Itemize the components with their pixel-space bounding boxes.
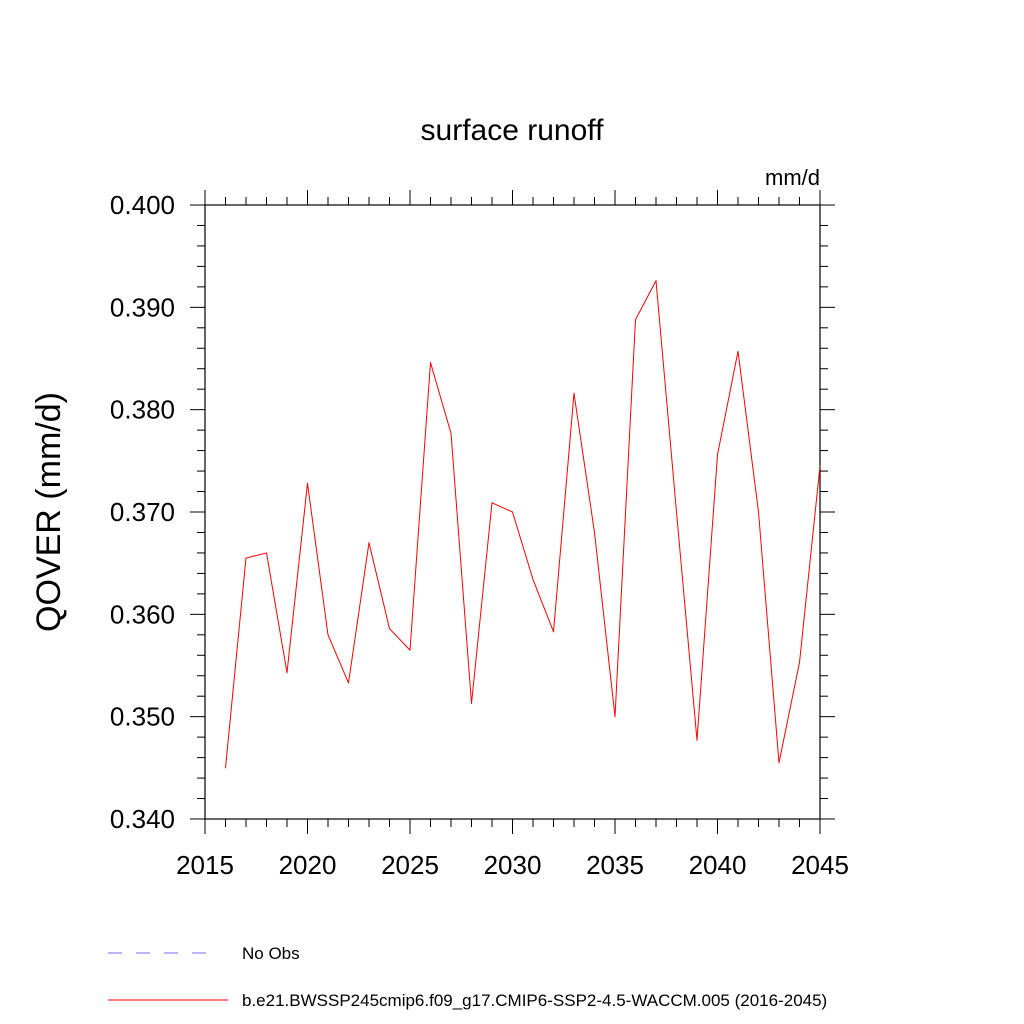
chart-title: surface runoff <box>421 114 605 147</box>
series-segment <box>614 319 636 718</box>
series-segment <box>450 432 472 704</box>
y-axis-label: QOVER (mm/d) <box>30 392 68 632</box>
series-segment <box>368 542 390 630</box>
series-segment <box>225 557 247 769</box>
x-tick-label: 2040 <box>689 850 747 880</box>
series-segment <box>573 392 595 533</box>
x-tick-label: 2020 <box>279 850 337 880</box>
minor-ticks <box>197 197 828 827</box>
series-segment <box>409 362 431 651</box>
major-ticks <box>190 190 835 834</box>
series-segment <box>430 362 452 434</box>
series-segment <box>676 511 698 741</box>
series-segment <box>696 454 718 741</box>
series-segment <box>717 350 739 456</box>
y-tick-label: 0.370 <box>110 497 175 527</box>
series-segment <box>532 579 554 633</box>
y-tick-label: 0.340 <box>110 804 175 834</box>
x-tick-label: 2015 <box>176 850 234 880</box>
series-segment <box>737 350 759 513</box>
series-group <box>225 280 821 769</box>
series-segment <box>512 511 534 581</box>
y-tick-label: 0.350 <box>110 702 175 732</box>
y-tick-label: 0.360 <box>110 599 175 629</box>
legend: No Obs b.e21.BWSSP245cmip6.f09_g17.CMIP6… <box>108 944 827 1010</box>
series-segment <box>655 280 677 513</box>
series-segment <box>758 511 780 764</box>
tick-labels: 2015 2020 2025 2030 2035 2040 2045 0.340 0.350 0.… <box>110 190 849 880</box>
series-line-0 <box>225 280 821 769</box>
series-segment <box>491 502 513 513</box>
x-tick-label: 2025 <box>381 850 439 880</box>
series-segment <box>266 552 288 674</box>
units-label: mm/d <box>765 165 820 190</box>
series-segment <box>471 502 493 704</box>
plot-frame <box>204 204 821 820</box>
series-segment <box>286 482 308 674</box>
series-segment <box>799 465 821 663</box>
x-tick-label: 2045 <box>791 850 849 880</box>
legend-label-no-obs: No Obs <box>242 944 300 963</box>
y-tick-label: 0.390 <box>110 292 175 322</box>
series-segment <box>635 280 657 321</box>
series-segment <box>553 392 575 633</box>
y-tick-label: 0.380 <box>110 395 175 425</box>
series-segment <box>245 552 267 559</box>
series-segment <box>348 542 370 684</box>
series-segment <box>389 628 411 651</box>
x-tick-label: 2030 <box>484 850 542 880</box>
x-tick-label: 2035 <box>586 850 644 880</box>
legend-label-model: b.e21.BWSSP245cmip6.f09_g17.CMIP6-SSP2-4… <box>242 991 827 1010</box>
series-segment <box>594 531 616 718</box>
series-segment <box>307 482 329 636</box>
series-segment <box>327 634 349 684</box>
series-segment <box>778 661 800 764</box>
y-tick-label: 0.400 <box>110 190 175 220</box>
